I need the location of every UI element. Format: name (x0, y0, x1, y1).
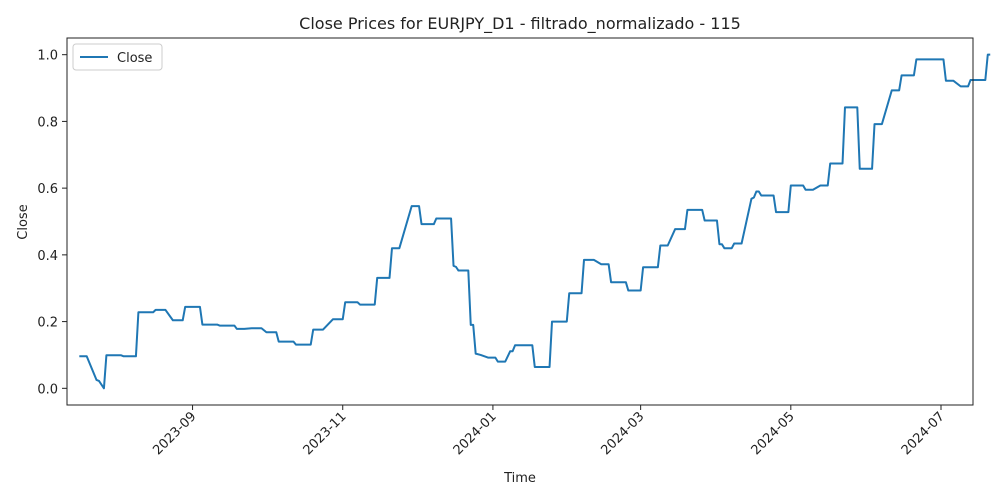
x-axis-title: Time (503, 471, 536, 486)
y-tick-label: 0.8 (37, 115, 58, 130)
y-axis: 0.0 0.2 0.4 0.6 0.8 1.0 (37, 49, 67, 397)
axes-frame (66, 37, 974, 406)
y-tick-label: 0.6 (37, 182, 58, 197)
y-tick-label: 0.0 (37, 382, 58, 397)
legend-box (72, 43, 163, 71)
y-axis-title: Close (16, 204, 31, 239)
plot-area (79, 53, 991, 390)
y-tick-label: 1.0 (37, 49, 58, 64)
y-tick-label: 0.2 (37, 316, 58, 331)
legend: Close (72, 43, 163, 71)
chart-title: Close Prices for EURJPY_D1 - filtrado_no… (299, 14, 741, 34)
legend-label-close: Close (117, 51, 152, 66)
series-line-close (79, 53, 991, 390)
y-tick-label: 0.4 (37, 249, 58, 264)
